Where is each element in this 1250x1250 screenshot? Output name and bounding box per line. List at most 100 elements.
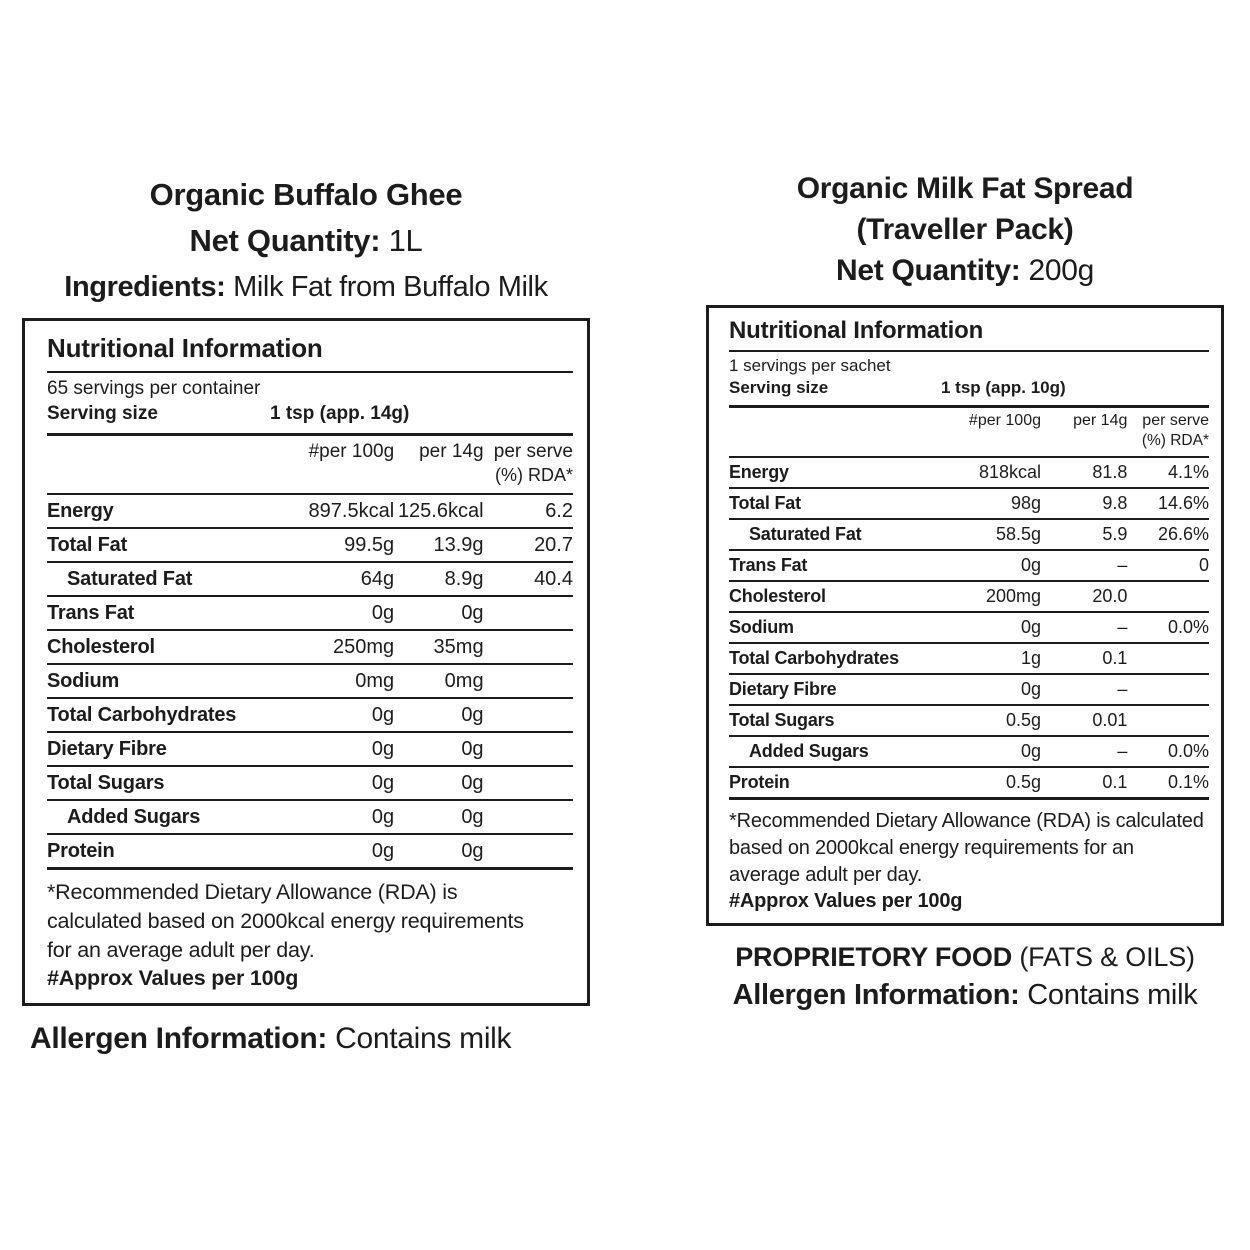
header-per-serve-rda: per serve (%) RDA* bbox=[1127, 408, 1209, 457]
value-per-serving: 35mg bbox=[433, 635, 484, 658]
allergen-value: Contains milk bbox=[1027, 979, 1198, 1011]
nutrition-table-header: #per 100g per 14g per serve (%) RDA* bbox=[729, 408, 1209, 457]
value-per-serving: 0g bbox=[461, 737, 484, 760]
value-per-serve-rda bbox=[484, 664, 573, 698]
nutrition-table: #per 100g per 14g per serve (%) RDA* Ene… bbox=[729, 408, 1209, 797]
nutrient-row: Sodium 0mg 0mg bbox=[47, 664, 573, 698]
value-per-100g: 0.5g bbox=[1005, 772, 1041, 792]
value-per-serve-rda bbox=[1127, 581, 1209, 612]
value-per-serving: 9.8 bbox=[1102, 493, 1128, 513]
header-per-serve-line2: (%) RDA* bbox=[494, 465, 573, 485]
nutrient-row: Cholesterol 250mg 35mg bbox=[47, 630, 573, 664]
nutrient-name: Saturated Fat bbox=[749, 524, 862, 544]
divider bbox=[729, 405, 1209, 408]
value-per-serving: – bbox=[1117, 555, 1128, 575]
nutrition-facts-panel: Nutritional Information 65 servings per … bbox=[22, 318, 590, 1006]
nutrient-name: Trans Fat bbox=[729, 555, 808, 575]
value-per-serving: 0.1 bbox=[1102, 648, 1128, 668]
value-per-100g: 0g bbox=[1020, 555, 1041, 575]
header-per-100g: #per 100g bbox=[968, 412, 1041, 429]
proprietory-food-detail: (FATS & OILS) bbox=[1019, 942, 1195, 972]
header-per-serve-line2: (%) RDA* bbox=[1141, 432, 1209, 449]
buffalo-ghee-label: Organic Buffalo Ghee Net Quantity: 1L In… bbox=[22, 172, 590, 1056]
nutrient-name: Dietary Fibre bbox=[47, 737, 167, 760]
value-per-100g: 818kcal bbox=[978, 462, 1041, 482]
nutrient-row: Energy 818kcal 81.8 4.1% bbox=[729, 457, 1209, 488]
serving-size-value: 1 tsp (app. 14g) bbox=[270, 403, 410, 424]
approx-values-note: #Approx Values per 100g bbox=[729, 890, 963, 912]
nutrient-name: Energy bbox=[729, 462, 789, 482]
value-per-serve-rda: 20.7 bbox=[534, 533, 573, 556]
nutrient-row: Sodium 0g – 0.0% bbox=[729, 612, 1209, 643]
allergen-label: Allergen Information: bbox=[30, 1022, 328, 1055]
nutrient-row: Protein 0g 0g bbox=[47, 834, 573, 867]
value-per-serving: – bbox=[1117, 741, 1128, 761]
value-per-serving: – bbox=[1117, 679, 1128, 699]
value-per-serve-rda bbox=[1127, 705, 1209, 736]
net-quantity-value: 1L bbox=[388, 223, 423, 258]
value-per-serve-rda: 14.6% bbox=[1157, 493, 1209, 513]
ingredients-line: Ingredients: Milk Fat from Buffalo Milk bbox=[22, 264, 590, 310]
allergen-line: Allergen Information: Contains milk bbox=[706, 976, 1224, 1014]
value-per-serve-rda bbox=[484, 800, 573, 834]
nutrient-name: Total Fat bbox=[47, 533, 128, 556]
value-per-100g: 98g bbox=[1010, 493, 1041, 513]
value-per-serving: 0g bbox=[461, 601, 484, 624]
nutrient-name: Energy bbox=[47, 499, 114, 522]
header-per-serving: per 14g bbox=[1073, 412, 1128, 429]
divider bbox=[47, 433, 573, 436]
value-per-100g: 0g bbox=[371, 703, 395, 726]
value-per-serve-rda bbox=[484, 698, 573, 732]
value-per-serve-rda: 6.2 bbox=[545, 499, 573, 522]
value-per-serving: 13.9g bbox=[433, 533, 484, 556]
servings-per-container: 65 servings per container bbox=[47, 378, 261, 399]
value-per-serve-rda bbox=[484, 732, 573, 766]
serving-size-row: Serving size 1 tsp (app. 14g) bbox=[47, 400, 573, 433]
value-per-100g: 897.5kcal bbox=[308, 499, 395, 522]
serving-size-label: Serving size bbox=[729, 378, 829, 397]
net-quantity-value: 200g bbox=[1028, 254, 1095, 287]
value-per-serving: 81.8 bbox=[1092, 462, 1128, 482]
rda-footnote: *Recommended Dietary Allowance (RDA) is … bbox=[729, 810, 1204, 886]
nutrient-row: Dietary Fibre 0g 0g bbox=[47, 732, 573, 766]
value-per-serve-rda: 40.4 bbox=[534, 567, 573, 590]
rda-footnote: *Recommended Dietary Allowance (RDA) is … bbox=[47, 880, 524, 962]
nutrient-row: Saturated Fat 58.5g 5.9 26.6% bbox=[729, 519, 1209, 550]
proprietory-food-line: PROPRIETORY FOOD (FATS & OILS) bbox=[706, 938, 1224, 976]
value-per-100g: 0g bbox=[1020, 617, 1041, 637]
nutrient-row: Trans Fat 0g – 0 bbox=[729, 550, 1209, 581]
value-per-serving: 5.9 bbox=[1102, 524, 1128, 544]
nutrition-table-body: Energy 818kcal 81.8 4.1% Total Fat 98g 9.8 14.6… bbox=[729, 457, 1209, 797]
header-empty-cell bbox=[729, 408, 940, 457]
header-per-serve-line1: per serve bbox=[1142, 412, 1209, 429]
value-per-100g: 0g bbox=[371, 839, 395, 862]
divider bbox=[47, 867, 573, 870]
serving-size-value: 1 tsp (app. 10g) bbox=[941, 378, 1066, 397]
proprietory-food-label: PROPRIETORY FOOD bbox=[735, 942, 1013, 972]
nutrition-facts-panel: Nutritional Information 1 servings per s… bbox=[706, 305, 1224, 926]
value-per-serve-rda bbox=[1127, 674, 1209, 705]
value-per-serve-rda: 0.1% bbox=[1167, 772, 1209, 792]
value-per-serving: 0g bbox=[461, 771, 484, 794]
value-per-serving: 8.9g bbox=[444, 567, 484, 590]
net-quantity-label: Net Quantity: bbox=[835, 254, 1021, 287]
value-per-serve-rda bbox=[484, 596, 573, 630]
nutrient-name: Protein bbox=[729, 772, 790, 792]
product-title-line2: (Traveller Pack) bbox=[856, 213, 1074, 246]
value-per-serving: 0.1 bbox=[1102, 772, 1128, 792]
nutrient-name: Cholesterol bbox=[729, 586, 826, 606]
value-per-serve-rda: 0 bbox=[1198, 555, 1209, 575]
nutrient-row: Added Sugars 0g 0g bbox=[47, 800, 573, 834]
value-per-100g: 64g bbox=[360, 567, 395, 590]
nutrient-name: Total Carbohydrates bbox=[47, 703, 237, 726]
serving-size-label: Serving size bbox=[47, 403, 158, 424]
nutrient-row: Total Carbohydrates 1g 0.1 bbox=[729, 643, 1209, 674]
value-per-serving: 0mg bbox=[444, 669, 484, 692]
nutrient-name: Sodium bbox=[729, 617, 794, 637]
value-per-100g: 200mg bbox=[985, 586, 1041, 606]
value-per-100g: 0g bbox=[371, 737, 395, 760]
header-per-100g: #per 100g bbox=[308, 441, 395, 462]
nutrient-name: Dietary Fibre bbox=[729, 679, 837, 699]
value-per-100g: 0g bbox=[1020, 741, 1041, 761]
value-per-serving: 0g bbox=[461, 805, 484, 828]
